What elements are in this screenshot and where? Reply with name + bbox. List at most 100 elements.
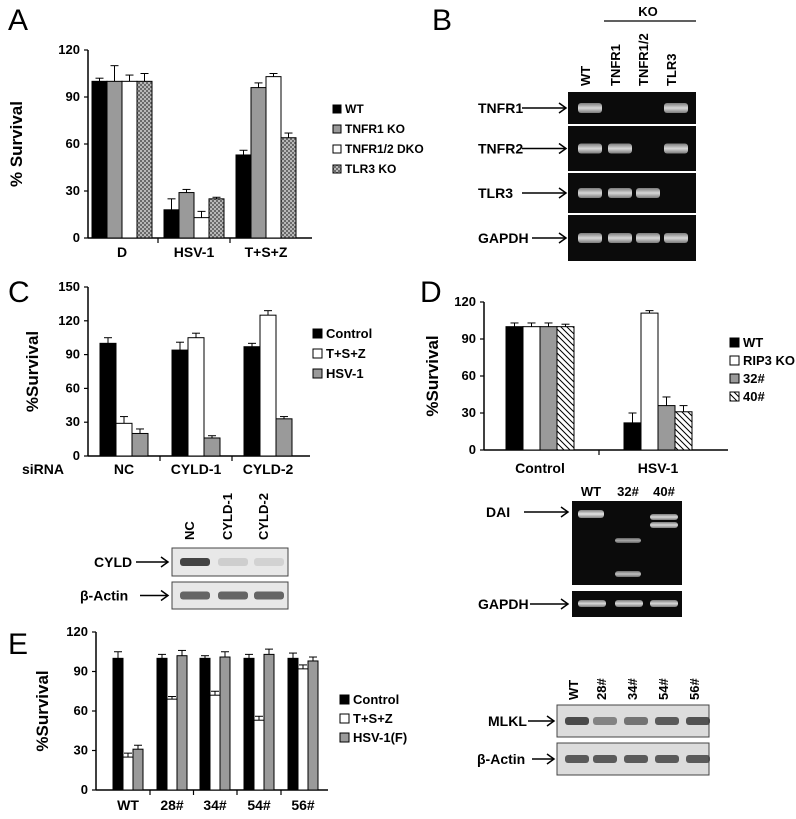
bar-rip3-ko — [522, 326, 541, 451]
category-label: CYLD-2 — [243, 461, 294, 477]
bar-wt — [235, 154, 252, 239]
category-label: Control — [515, 460, 565, 476]
y-axis-label: % Survival — [7, 101, 26, 187]
lane-label: 56# — [687, 678, 702, 700]
bar-tnfr1-ko — [250, 87, 267, 239]
blot-band — [578, 233, 602, 243]
bar-tnfr1-2-dko — [121, 80, 138, 239]
arrow-head — [558, 142, 568, 155]
legend-label: WT — [743, 335, 763, 350]
bar-t-s-z — [166, 698, 178, 791]
blot-band — [615, 538, 641, 543]
legend-swatch — [312, 368, 323, 379]
blot-band — [650, 522, 678, 528]
lane-label: TNFR1/2 — [636, 33, 651, 86]
blot-band — [624, 717, 648, 725]
legend-label: TNFR1 KO — [345, 122, 405, 136]
category-label: HSV-1 — [174, 244, 215, 260]
blot-d: WT 32# 40# DAI GAPDH — [478, 484, 682, 617]
bar-rip3-ko — [640, 312, 659, 451]
blot-row-label: β-Actin — [80, 588, 128, 604]
arrow-head — [160, 589, 170, 602]
lane-label: CYLD-1 — [220, 493, 235, 540]
legend-swatch — [729, 391, 740, 402]
chart-e: 0 30 60 90 120 %Survival WT 28# 34# 54# 56# Control… — [33, 624, 407, 813]
blot-row-label: TLR3 — [478, 185, 513, 201]
blot-band — [650, 514, 678, 520]
y-tick-label: 0 — [73, 448, 80, 463]
legend-label: 40# — [743, 389, 765, 404]
blot-group-label: KO — [638, 4, 658, 19]
blot-row-label: DAI — [486, 504, 510, 520]
bar-t-s-z — [259, 314, 277, 457]
blot-band — [624, 755, 648, 763]
arrow-head — [558, 187, 568, 199]
blot-band — [180, 591, 210, 600]
legend-label: HSV-1(F) — [353, 730, 407, 745]
blot-band — [636, 233, 660, 243]
blot-band — [578, 510, 604, 518]
blot-band — [686, 717, 710, 725]
bar-t-s-z — [115, 422, 133, 457]
lane-label: 40# — [653, 484, 675, 499]
arrow-head — [546, 753, 556, 765]
category-label: 28# — [160, 797, 184, 813]
legend-swatch — [339, 694, 350, 705]
legend-label: T+S+Z — [353, 711, 393, 726]
bar-hsv-1-f- — [219, 656, 231, 791]
legend-swatch — [332, 104, 342, 114]
bar-tnfr1-2-dko — [265, 76, 282, 239]
bar-t-s-z — [209, 694, 221, 791]
bar-40- — [556, 326, 575, 451]
arrow-head — [558, 102, 568, 114]
bar-hsv-1 — [131, 432, 149, 457]
y-tick-label: 60 — [462, 368, 476, 383]
bar-hsv-1-f- — [132, 748, 144, 791]
blot-band — [593, 755, 617, 763]
bar-tnfr1-2-dko — [193, 217, 210, 239]
y-axis-label: %Survival — [33, 670, 52, 751]
bar-32- — [539, 326, 558, 451]
panel-letter-d: D — [420, 276, 442, 309]
lane-label: TLR3 — [664, 54, 679, 87]
blot-band — [664, 233, 688, 243]
blot-band — [655, 717, 679, 725]
legend-swatch — [729, 355, 740, 366]
blot-band — [655, 755, 679, 763]
bar-hsv-1-f- — [307, 660, 319, 791]
blot-row-label: GAPDH — [478, 596, 529, 612]
y-tick-label: 90 — [66, 89, 80, 104]
arrow-head — [560, 506, 570, 518]
lane-label: TNFR1 — [608, 44, 623, 86]
y-tick-label: 0 — [73, 230, 80, 245]
blot-row-label: TNFR1 — [478, 100, 523, 116]
legend-label: WT — [345, 102, 364, 116]
bar-hsv-1-f- — [176, 655, 188, 791]
blots-layer: KO WT TNFR1 TNFR1/2 TLR3 TNFR1 TNFR2 TLR3 GAPDH N… — [80, 4, 710, 776]
blot-band — [608, 188, 632, 198]
y-tick-label: 120 — [58, 42, 80, 57]
bar-tlr3-ko — [208, 198, 225, 239]
y-tick-label: 60 — [66, 136, 80, 151]
category-label: 54# — [247, 797, 271, 813]
bar-40- — [674, 411, 693, 451]
blot-band — [218, 591, 248, 600]
blot-row-label: MLKL — [488, 713, 527, 729]
legend: WT RIP3 KO 32# 40# — [729, 335, 795, 404]
blot-band — [608, 233, 632, 243]
lane-label: 54# — [656, 678, 671, 700]
blot-row-label: CYLD — [94, 554, 132, 570]
bar-control — [156, 657, 168, 791]
y-tick-label: 120 — [66, 624, 88, 639]
y-axis-label: %Survival — [423, 335, 442, 416]
legend-swatch — [339, 732, 350, 743]
y-tick-label: 60 — [66, 380, 80, 395]
legend-label: TNFR1/2 DKO — [345, 142, 424, 156]
legend-swatch — [312, 328, 323, 339]
bar-tlr3-ko — [136, 80, 153, 239]
bar-control — [112, 657, 124, 791]
lane-label: WT — [578, 66, 593, 86]
y-tick-label: 0 — [81, 782, 88, 797]
bar-control — [171, 349, 189, 457]
y-tick-label: 30 — [74, 743, 88, 758]
